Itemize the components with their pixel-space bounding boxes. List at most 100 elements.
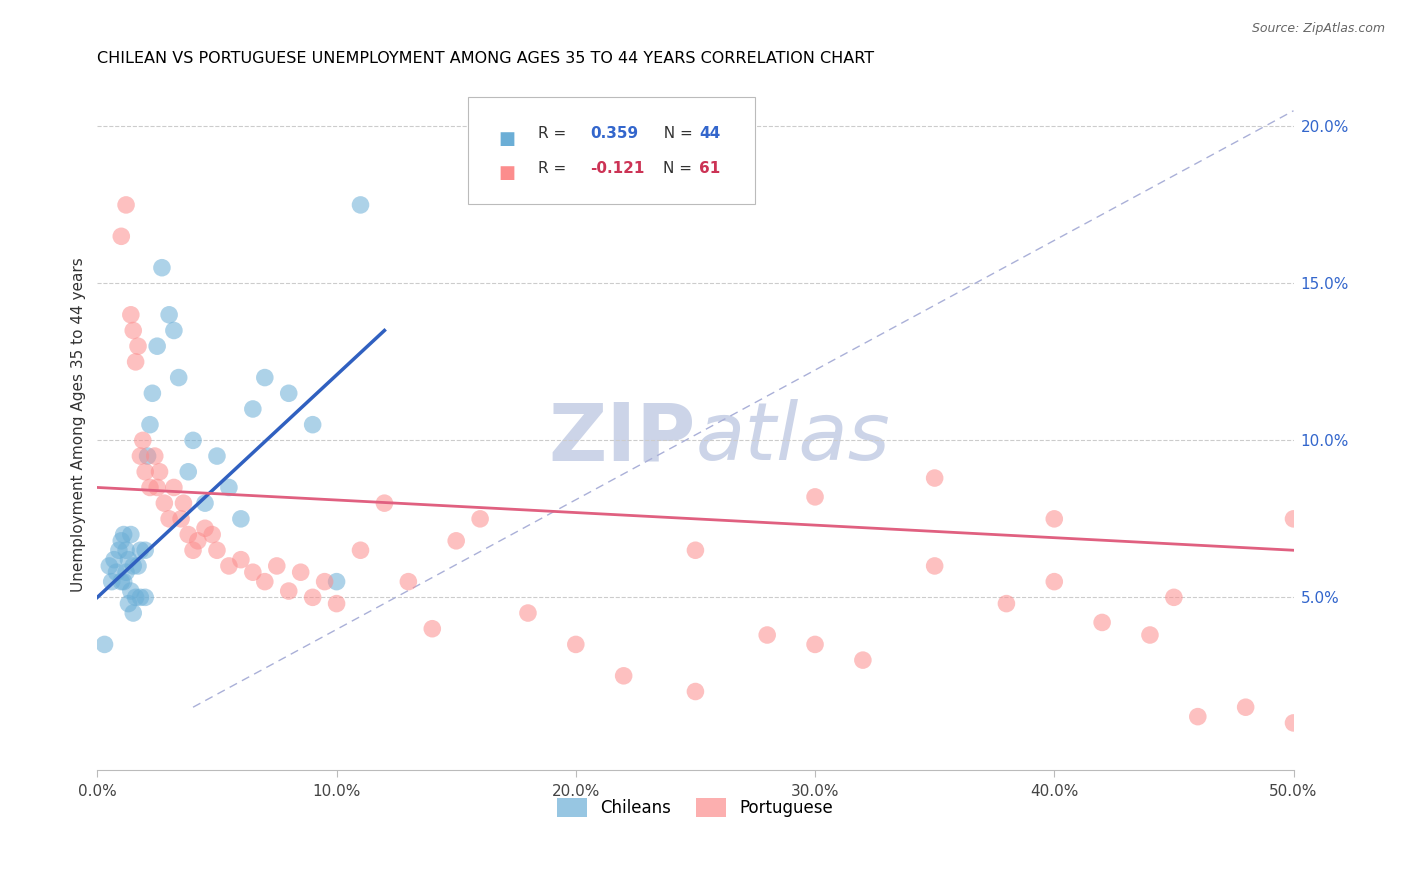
Point bbox=[93, 637, 115, 651]
Point bbox=[468, 512, 491, 526]
Point bbox=[565, 637, 588, 651]
Point bbox=[1187, 709, 1209, 723]
Point bbox=[134, 543, 156, 558]
Point bbox=[139, 480, 162, 494]
Text: N =: N = bbox=[664, 161, 697, 176]
Point bbox=[229, 512, 252, 526]
Text: ■: ■ bbox=[498, 129, 515, 148]
Point bbox=[373, 496, 395, 510]
Point bbox=[108, 543, 131, 558]
Point bbox=[110, 533, 132, 548]
Point bbox=[127, 558, 149, 573]
Y-axis label: Unemployment Among Ages 35 to 44 years: Unemployment Among Ages 35 to 44 years bbox=[72, 257, 86, 592]
Point bbox=[1043, 574, 1066, 589]
Point bbox=[124, 591, 146, 605]
FancyBboxPatch shape bbox=[468, 96, 755, 203]
Point bbox=[325, 574, 347, 589]
Point bbox=[115, 543, 138, 558]
Text: 61: 61 bbox=[699, 161, 720, 176]
Point bbox=[852, 653, 875, 667]
Point bbox=[122, 558, 145, 573]
Point bbox=[1139, 628, 1161, 642]
Point bbox=[1282, 512, 1305, 526]
Point bbox=[129, 591, 152, 605]
Point bbox=[924, 558, 946, 573]
Point bbox=[218, 480, 240, 494]
Point bbox=[146, 339, 169, 353]
Point bbox=[277, 584, 299, 599]
Point bbox=[112, 527, 135, 541]
Point bbox=[995, 597, 1018, 611]
Text: ■: ■ bbox=[498, 164, 515, 182]
Point bbox=[396, 574, 419, 589]
Point bbox=[194, 521, 217, 535]
Point bbox=[301, 591, 323, 605]
Point bbox=[141, 386, 163, 401]
Point bbox=[756, 628, 779, 642]
Point bbox=[218, 558, 240, 573]
Point bbox=[685, 684, 707, 698]
Point bbox=[181, 543, 204, 558]
Point bbox=[290, 566, 312, 580]
Text: -0.121: -0.121 bbox=[591, 161, 644, 176]
Text: 44: 44 bbox=[699, 127, 720, 141]
Point bbox=[127, 339, 149, 353]
Point bbox=[242, 401, 264, 416]
Point bbox=[110, 574, 132, 589]
Point bbox=[115, 198, 138, 212]
Text: R =: R = bbox=[537, 161, 571, 176]
Point bbox=[157, 512, 180, 526]
Point bbox=[266, 558, 288, 573]
Point bbox=[143, 449, 166, 463]
Point bbox=[205, 543, 228, 558]
Point bbox=[100, 574, 122, 589]
Point bbox=[187, 533, 209, 548]
Point bbox=[122, 606, 145, 620]
Point bbox=[804, 490, 827, 504]
Text: 0.359: 0.359 bbox=[591, 127, 638, 141]
Point bbox=[242, 566, 264, 580]
Point bbox=[105, 566, 128, 580]
Point bbox=[134, 465, 156, 479]
Point bbox=[613, 669, 636, 683]
Point bbox=[1091, 615, 1114, 630]
Point bbox=[112, 574, 135, 589]
Point bbox=[181, 434, 204, 448]
Point bbox=[124, 355, 146, 369]
Point bbox=[153, 496, 176, 510]
Point bbox=[136, 449, 159, 463]
Point bbox=[103, 552, 125, 566]
Point bbox=[1163, 591, 1185, 605]
Point bbox=[117, 597, 139, 611]
Text: Source: ZipAtlas.com: Source: ZipAtlas.com bbox=[1251, 22, 1385, 36]
Point bbox=[517, 606, 540, 620]
Point bbox=[122, 324, 145, 338]
Point bbox=[120, 584, 142, 599]
Point bbox=[194, 496, 217, 510]
Point bbox=[115, 566, 138, 580]
Point bbox=[349, 198, 371, 212]
Point bbox=[924, 471, 946, 485]
Point bbox=[170, 512, 193, 526]
Point bbox=[172, 496, 194, 510]
Point bbox=[253, 574, 276, 589]
Point bbox=[177, 465, 200, 479]
Point bbox=[139, 417, 162, 432]
Point bbox=[804, 637, 827, 651]
Point bbox=[205, 449, 228, 463]
Point bbox=[134, 591, 156, 605]
Point bbox=[120, 527, 142, 541]
Text: ZIP: ZIP bbox=[548, 400, 696, 477]
Point bbox=[201, 527, 224, 541]
Point bbox=[420, 622, 443, 636]
Point bbox=[167, 370, 190, 384]
Point bbox=[1043, 512, 1066, 526]
Point bbox=[444, 533, 467, 548]
Text: R =: R = bbox=[537, 127, 571, 141]
Point bbox=[120, 308, 142, 322]
Point bbox=[1234, 700, 1257, 714]
Point bbox=[277, 386, 299, 401]
Point bbox=[129, 449, 152, 463]
Point bbox=[163, 480, 186, 494]
Point bbox=[301, 417, 323, 432]
